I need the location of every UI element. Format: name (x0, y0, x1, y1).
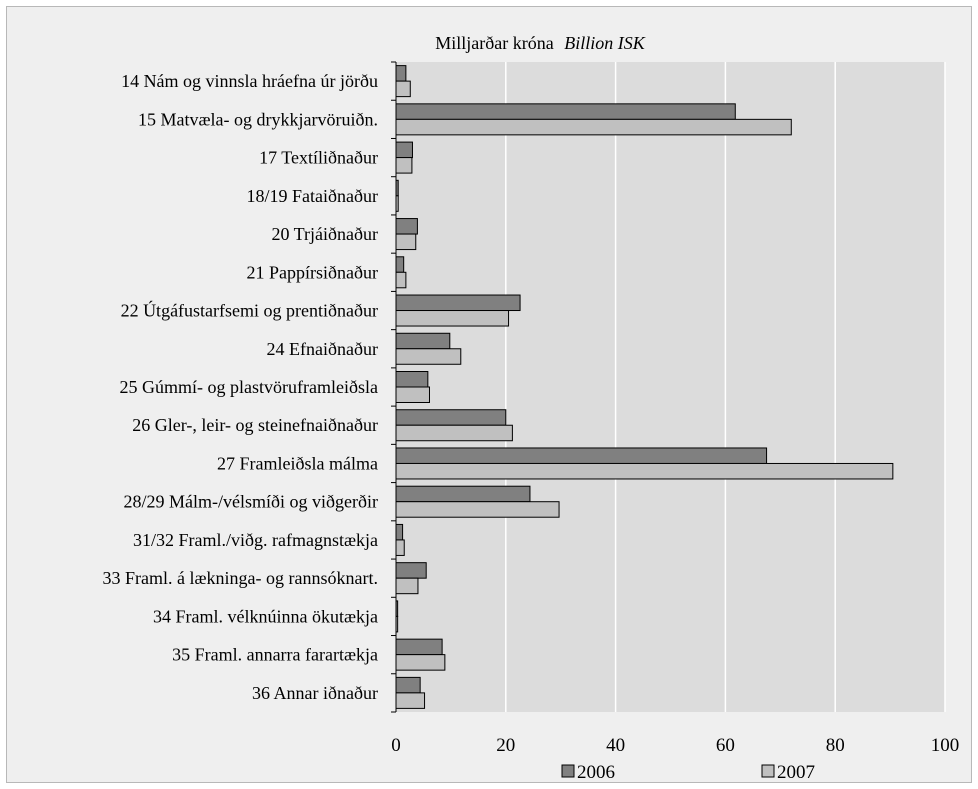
title-is: Milljarðar króna (435, 33, 553, 53)
gridlines (505, 62, 946, 712)
category-label: 20 Trjáiðnaður (271, 224, 378, 244)
category-label: 21 Pappírsiðnaður (247, 262, 378, 282)
bar-2006 (395, 485, 531, 503)
x-tick-label: 60 (716, 735, 735, 756)
category-label: 35 Framl. annarra farartækja (172, 645, 378, 665)
bar-2006 (395, 65, 407, 82)
category-label: 18/19 Fataiðnaður (247, 186, 378, 206)
legend-swatch (561, 764, 575, 778)
x-tick-label: 0 (391, 735, 401, 756)
bar-2007 (395, 157, 413, 174)
y-axis-ticks (391, 61, 396, 713)
bar-2006 (395, 447, 768, 464)
bar-2006 (395, 409, 507, 426)
x-tick-label: 40 (606, 735, 625, 756)
bar-2007 (395, 118, 792, 136)
x-tick-label: 20 (496, 735, 515, 756)
bar-2007 (395, 692, 426, 709)
category-label: 24 Efnaiðnaður (267, 339, 378, 359)
bar-2007 (395, 271, 407, 289)
legend: 2006 2007 (561, 762, 815, 783)
bar-2006 (395, 371, 429, 388)
category-label: 26 Gler-, leir- og steinefnaiðnaður (132, 415, 378, 435)
bar-2007 (395, 386, 430, 403)
bar-2007 (395, 348, 462, 365)
category-label: 25 Gúmmí- og plastvöruframleiðsla (120, 377, 378, 397)
bar-2007 (395, 462, 894, 480)
bar-2006 (395, 294, 521, 312)
bar-2007 (395, 80, 411, 98)
x-tick-labels: 0 20 40 60 80 100 (391, 735, 959, 756)
category-label: 34 Framl. vélknúinna ökutækja (153, 606, 378, 626)
plot-area (396, 62, 945, 712)
bar-2007 (395, 577, 419, 595)
bars (395, 65, 894, 709)
bar-2006 (395, 638, 443, 656)
bar-2006 (395, 256, 405, 273)
category-labels: 14 Nám og vinnsla hráefna úr jörðu 15 Mat… (103, 71, 378, 703)
category-label: 36 Annar iðnaður (252, 683, 378, 703)
category-label: 15 Matvæla- og drykkjarvöruiðn. (138, 109, 378, 129)
bar-2007 (395, 424, 513, 442)
legend-swatch (761, 764, 775, 778)
bar-2006 (395, 332, 451, 350)
category-label: 17 Textíliðnaður (259, 148, 378, 168)
bar-2006 (395, 523, 404, 541)
x-tick-label: 100 (931, 735, 960, 756)
category-label: 31/32 Framl./viðg. rafmagnstækja (133, 530, 378, 550)
bar-2007 (395, 539, 405, 556)
chart-title: Milljarðar króna Billion ISK (435, 33, 645, 53)
bar-2006 (395, 676, 421, 694)
bar-2007 (395, 233, 417, 251)
category-label: 33 Framl. á lækninga- og rannsóknart. (103, 568, 378, 588)
bar-2006 (395, 562, 427, 579)
bar-2006 (395, 218, 418, 235)
category-label: 27 Framleiðsla málma (217, 453, 378, 473)
bar-2007 (395, 501, 560, 518)
category-label: 28/29 Málm-/vélsmíði og viðgerðir (124, 492, 378, 512)
bar-2006 (395, 141, 413, 159)
bar-2006 (395, 103, 736, 120)
x-tick-label: 80 (826, 735, 845, 756)
legend-label: 2007 (777, 762, 815, 783)
category-label: 22 Útgáfustarfsemi og prentiðnaður (121, 300, 378, 321)
legend-label: 2006 (577, 762, 615, 783)
category-label: 14 Nám og vinnsla hráefna úr jörðu (121, 71, 378, 91)
bar-2007 (395, 654, 446, 671)
title-en: Billion ISK (564, 33, 645, 53)
bar-2007 (395, 310, 510, 327)
